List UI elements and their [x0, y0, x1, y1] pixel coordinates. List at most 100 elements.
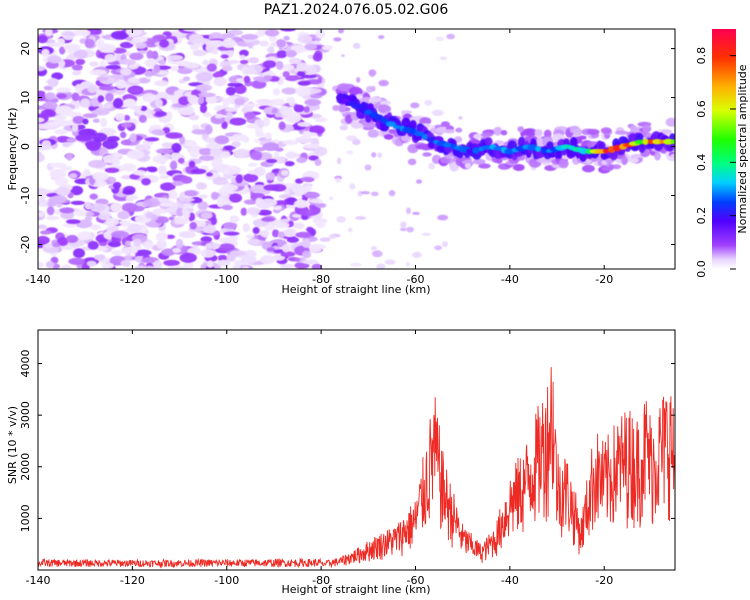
heatmap-cell: [97, 95, 105, 103]
heatmap-cell: [205, 95, 217, 104]
heatmap-cell: [264, 29, 280, 37]
heatmap-cell: [245, 234, 255, 239]
colorbar-tick-label: 0.6: [695, 100, 708, 118]
heatmap-cell: [45, 261, 55, 269]
heatmap-cell: [654, 151, 661, 161]
colorbar-label: Normalized spectral amplitude: [736, 64, 749, 233]
heatmap-cell: [370, 85, 376, 92]
heatmap-cell: [295, 231, 312, 238]
heatmap-cell: [446, 33, 455, 40]
heatmap-cell: [392, 124, 401, 130]
heatmap-cell: [371, 250, 383, 258]
y-tick-label: -10: [19, 187, 32, 205]
heatmap-cell: [304, 191, 320, 199]
heatmap-cell: [141, 178, 151, 186]
heatmap-cell: [243, 173, 259, 183]
heatmap-cell: [206, 260, 214, 268]
snr-frame: [37, 329, 676, 571]
heatmap-cell: [167, 265, 186, 269]
heatmap-cell: [120, 246, 138, 255]
heatmap-cell: [123, 114, 131, 121]
heatmap-cell: [247, 42, 254, 49]
heatmap-cell: [314, 158, 322, 166]
heatmap-cell: [352, 42, 361, 49]
heatmap-cell: [42, 101, 58, 110]
heatmap-cell: [284, 161, 295, 167]
heatmap-cell: [72, 70, 81, 76]
heatmap-cell: [214, 135, 230, 145]
heatmap-cell: [422, 232, 431, 236]
heatmap-cell: [416, 179, 422, 184]
heatmap-cell: [419, 117, 432, 126]
heatmap-cell: [443, 142, 453, 148]
heatmap-cell: [412, 251, 422, 258]
heatmap-cell: [195, 182, 207, 190]
heatmap-cell: [111, 249, 123, 256]
heatmap-cell: [121, 163, 137, 172]
heatmap-cell: [232, 263, 241, 269]
heatmap-cell: [73, 49, 88, 59]
heatmap-cell: [410, 102, 420, 109]
heatmap-cell: [187, 94, 199, 104]
heatmap-cell: [300, 74, 318, 79]
x-tick-label: -100: [214, 574, 239, 587]
heatmap-cell: [154, 91, 170, 101]
heatmap-cell: [71, 123, 79, 132]
heatmap-cell: [145, 212, 154, 219]
heatmap-cell: [279, 218, 290, 223]
heatmap-cell: [182, 261, 194, 269]
heatmap-cell: [308, 198, 324, 204]
heatmap-cell: [154, 111, 167, 117]
heatmap-cell: [285, 113, 301, 124]
heatmap-cell: [282, 71, 290, 78]
heatmap-cell: [305, 65, 318, 75]
heatmap-cell: [68, 257, 86, 265]
heatmap-cell: [455, 127, 463, 133]
heatmap-cell: [168, 189, 178, 200]
heatmap-cell: [218, 187, 231, 197]
heatmap-cell: [422, 152, 432, 157]
heatmap-cell: [127, 63, 139, 70]
heatmap-cell: [316, 83, 325, 89]
heatmap-cell: [143, 241, 154, 249]
heatmap-cell: [244, 111, 256, 120]
heatmap-cell: [661, 129, 672, 135]
heatmap-cell: [315, 220, 326, 228]
heatmap-cell: [188, 160, 196, 168]
heatmap-cell: [296, 62, 309, 72]
heatmap-cell: [600, 127, 612, 134]
heatmap-cell: [89, 203, 106, 213]
heatmap-cell: [181, 207, 189, 215]
heatmap-cell: [84, 38, 95, 49]
heatmap-cell: [250, 150, 263, 161]
heatmap-cell: [260, 229, 270, 238]
heatmap-cell: [293, 186, 308, 196]
heatmap-cell: [352, 139, 361, 146]
heatmap-cell: [161, 142, 174, 148]
heatmap-cell: [229, 250, 246, 257]
heatmap-cell: [587, 128, 600, 135]
heatmap-cell: [163, 259, 180, 267]
heatmap-cell: [221, 65, 233, 72]
heatmap-cell: [302, 259, 319, 265]
heatmap-cell: [229, 193, 243, 203]
heatmap-cell: [253, 166, 266, 177]
heatmap-cell: [210, 191, 219, 200]
heatmap-cell: [240, 103, 256, 108]
heatmap-cell: [283, 35, 290, 41]
heatmap-cell: [189, 222, 197, 230]
heatmap-cell: [493, 126, 503, 136]
heatmap-cell: [435, 36, 445, 41]
heatmap-cell: [156, 232, 168, 242]
heatmap-cell: [175, 238, 184, 249]
heatmap-cell: [202, 59, 209, 66]
heatmap-cell: [239, 54, 246, 60]
heatmap-cell: [319, 237, 331, 242]
heatmap-cell: [119, 220, 131, 226]
heatmap-x-axis: -140 -120 -100 -80 -60 -40 -20: [26, 29, 613, 286]
heatmap-cell: [573, 128, 583, 136]
x-tick-label: -20: [595, 273, 613, 286]
heatmap-cell: [260, 254, 275, 265]
heatmap-cell: [69, 173, 78, 179]
